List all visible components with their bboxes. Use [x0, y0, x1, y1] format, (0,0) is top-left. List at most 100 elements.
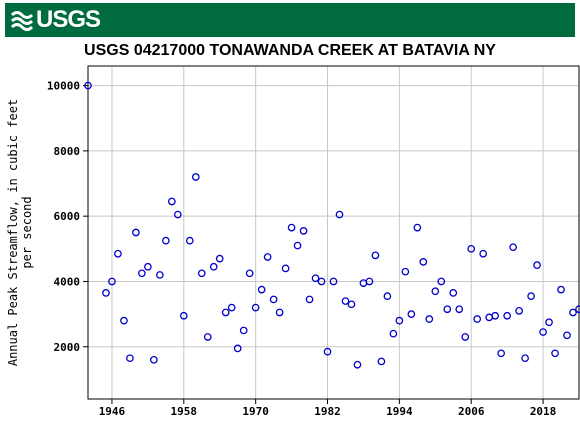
data-point	[233, 344, 242, 353]
x-tick-label: 2018	[530, 405, 557, 418]
data-point	[150, 355, 158, 364]
usgs-logo-text: USGS	[36, 6, 101, 33]
data-point	[120, 316, 128, 325]
data-point	[167, 197, 176, 206]
data-point	[239, 326, 248, 335]
data-point	[138, 269, 146, 278]
data-point	[467, 244, 476, 253]
data-point	[557, 285, 565, 294]
data-point	[126, 354, 134, 363]
data-point	[287, 223, 296, 232]
data-point	[132, 228, 140, 237]
y-axis-label-line: Annual Peak Streamflow, in cubic feet	[6, 99, 20, 366]
data-point	[539, 328, 547, 336]
data-point	[575, 305, 580, 314]
data-point	[221, 308, 230, 317]
data-point	[395, 316, 404, 325]
chart-title: USGS 04217000 TONAWANDA CREEK AT BATAVIA…	[84, 42, 496, 59]
usgs-logo[interactable]: USGS	[11, 6, 101, 33]
data-point	[533, 261, 541, 269]
data-point	[365, 277, 374, 286]
data-point	[173, 210, 182, 219]
usgs-wave-icon	[11, 11, 33, 31]
data-point	[293, 241, 302, 250]
data-point	[551, 349, 559, 358]
data-point	[323, 347, 332, 356]
grid-layer	[88, 66, 579, 399]
data-point	[515, 307, 523, 315]
x-tick-label: 2006	[458, 405, 485, 418]
y-tick-label: 8000	[54, 145, 81, 158]
y-axis-label-line: per second	[20, 196, 34, 268]
data-point	[185, 236, 194, 245]
data-point	[449, 289, 458, 297]
data-point	[377, 357, 386, 366]
data-point	[389, 329, 398, 338]
data-point	[527, 292, 535, 301]
usgs-banner: USGS	[5, 3, 575, 37]
x-tick-label: 1958	[171, 405, 198, 418]
data-point	[563, 331, 571, 340]
data-point	[503, 311, 511, 320]
data-point	[473, 315, 482, 323]
plot-frame	[87, 65, 580, 400]
data-point	[251, 303, 260, 312]
data-point	[443, 305, 452, 314]
data-point	[161, 236, 170, 245]
x-tick-label: 1970	[242, 405, 269, 418]
data-point	[413, 223, 422, 232]
data-point	[114, 249, 122, 258]
data-point	[191, 173, 200, 181]
data-point	[257, 285, 266, 294]
data-point	[479, 249, 488, 258]
data-point	[569, 308, 577, 317]
data-point	[209, 262, 218, 271]
data-point	[203, 333, 212, 341]
y-tick-label: 2000	[54, 341, 81, 354]
y-tick-label: 10000	[47, 80, 80, 93]
data-point	[179, 311, 188, 320]
data-point	[102, 289, 110, 297]
data-point	[371, 251, 380, 260]
data-point	[197, 269, 206, 278]
x-tick-label: 1982	[314, 405, 341, 418]
axis-layer: 2000 4000 6000 8000 10000 1946 1958 1970 1982 199…	[47, 80, 556, 418]
data-point	[401, 267, 410, 276]
data-point	[521, 354, 529, 363]
data-point	[335, 210, 344, 219]
data-point	[156, 271, 164, 279]
data-point	[108, 277, 116, 286]
data-point	[419, 258, 428, 266]
data-point	[341, 297, 350, 305]
y-tick-label: 6000	[54, 210, 81, 223]
data-point	[437, 277, 446, 286]
data-point	[329, 277, 338, 286]
x-tick-label: 1994	[386, 405, 413, 418]
data-point	[491, 311, 500, 320]
data-point	[84, 81, 92, 90]
data-point	[431, 287, 440, 296]
data-point	[215, 254, 224, 263]
data-point	[245, 269, 254, 278]
data-point	[455, 305, 464, 314]
data-point	[497, 349, 506, 358]
data-point	[407, 310, 416, 318]
data-point	[269, 295, 278, 304]
data-point	[299, 227, 308, 235]
data-point	[281, 264, 290, 273]
data-point	[425, 315, 434, 323]
data-point	[545, 318, 553, 327]
data-points	[84, 81, 580, 369]
data-point	[347, 300, 356, 309]
data-point	[383, 292, 392, 301]
data-point	[461, 333, 470, 341]
data-point	[227, 303, 236, 312]
data-point	[317, 277, 326, 286]
data-point	[263, 253, 272, 261]
data-point	[311, 274, 320, 283]
data-point	[305, 295, 314, 304]
data-point	[144, 262, 152, 271]
y-tick-label: 4000	[54, 275, 81, 288]
x-tick-label: 1946	[99, 405, 126, 418]
